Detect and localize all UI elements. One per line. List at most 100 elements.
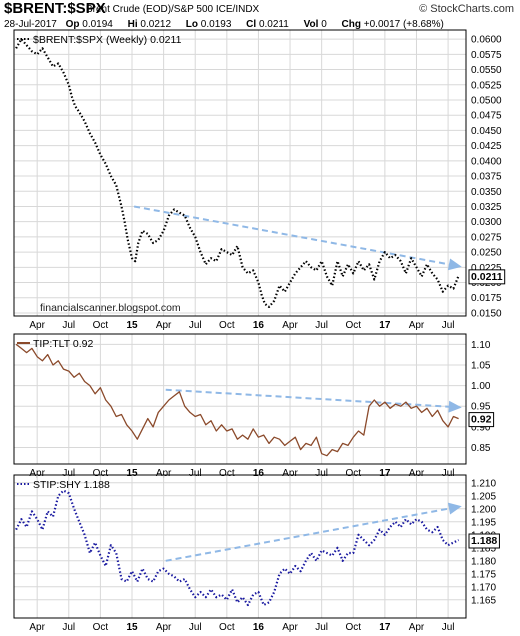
y-tick-label: 1.10: [471, 340, 491, 351]
x-tick-label: Oct: [345, 622, 361, 633]
last-value-box: [468, 412, 495, 428]
x-tick-label: Jul: [315, 468, 328, 479]
y-tick-label: 0.0525: [471, 80, 502, 91]
y-tick-label: 1.200: [471, 504, 496, 515]
x-tick-label: Apr: [156, 622, 172, 633]
y-tick-label: 1.210: [471, 478, 496, 489]
y-tick-label: 1.180: [471, 556, 496, 567]
x-tick-label: Oct: [219, 622, 235, 633]
quote-bar: 28-Jul-2017 Op 0.0194 Hi 0.0212 Lo 0.019…: [4, 19, 456, 30]
x-tick-label: 15: [126, 622, 138, 633]
x-tick-label: Jul: [62, 468, 75, 479]
quote-hi: Hi 0.0212: [127, 19, 172, 30]
y-tick-label: 0.0600: [471, 35, 502, 46]
x-tick-label: Jul: [62, 320, 75, 331]
panel-frame: [13, 333, 467, 465]
last-value-box: [468, 533, 500, 549]
last-value-label: 0.92: [471, 414, 492, 426]
x-tick-label: Oct: [219, 468, 235, 479]
y-tick-label: 0.0225: [471, 263, 502, 274]
y-tick-label: 1.205: [471, 491, 496, 502]
x-tick-label: Apr: [29, 320, 45, 331]
quote-op: Op 0.0194: [65, 19, 113, 30]
x-tick-label: Apr: [29, 622, 45, 633]
quote-cl: Cl 0.0211: [246, 19, 289, 30]
chart-symbol: $BRENT:$SPX: [4, 0, 106, 17]
legend-title: STIP:SHY 1.188: [33, 479, 110, 491]
y-tick-label: 1.00: [471, 381, 491, 392]
trend-arrow: [447, 258, 462, 271]
x-tick-label: Apr: [409, 622, 425, 633]
y-tick-label: 0.0275: [471, 232, 502, 243]
x-tick-label: Jul: [189, 320, 202, 331]
x-tick-label: Jul: [315, 622, 328, 633]
x-tick-label: 17: [379, 468, 391, 479]
legend-title: TIP:TLT 0.92: [33, 338, 93, 350]
trend-arrow: [447, 502, 462, 515]
y-tick-label: 0.0400: [471, 156, 502, 167]
y-tick-label: 0.0250: [471, 248, 502, 259]
x-tick-label: Apr: [156, 320, 172, 331]
y-tick-label: 0.95: [471, 402, 491, 413]
y-tick-label: 0.0300: [471, 217, 502, 228]
brand-logo: © StockCharts.com: [419, 3, 514, 15]
last-value-label: 0.0211: [471, 271, 503, 283]
x-tick-label: Apr: [282, 622, 298, 633]
panel-1: 0.0600 0.0575 0.0550 0.0525 0.0500 0.0475 0.04…: [13, 29, 506, 331]
quote-lo: Lo 0.0193: [185, 19, 232, 30]
x-tick-label: Apr: [282, 320, 298, 331]
y-tick-label: 1.195: [471, 517, 496, 528]
y-tick-label: 0.0150: [471, 308, 502, 319]
y-tick-label: 0.0575: [471, 50, 502, 61]
x-tick-label: Apr: [282, 468, 298, 479]
last-value-box: [468, 269, 506, 285]
y-tick-label: 0.85: [471, 443, 491, 454]
x-tick-label: Apr: [156, 468, 172, 479]
x-tick-label: 15: [126, 468, 138, 479]
panel-3: 1.2101.2051.2001.1951.1901.1851.1801.175…: [13, 474, 500, 633]
y-tick-label: 0.0350: [471, 187, 502, 198]
y-tick-label: 0.0425: [471, 141, 502, 152]
y-tick-label: 0.0450: [471, 126, 502, 137]
x-tick-label: 16: [253, 468, 265, 479]
trend-line: [165, 388, 452, 408]
x-tick-label: Oct: [219, 320, 235, 331]
y-tick-label: 1.170: [471, 582, 496, 593]
y-tick-label: 0.0550: [471, 65, 502, 76]
panel-frame: [13, 474, 467, 619]
series-line: [15, 489, 460, 607]
x-tick-label: Apr: [29, 468, 45, 479]
series-line: [15, 37, 460, 308]
trend-arrow: [448, 400, 462, 413]
x-tick-label: Jul: [189, 468, 202, 479]
x-tick-label: Jul: [315, 320, 328, 331]
watermark: financialscanner.blogspot.com: [40, 302, 181, 314]
x-tick-label: Jul: [442, 468, 455, 479]
quote-vol: Vol 0: [303, 19, 327, 30]
x-tick-label: Jul: [62, 622, 75, 633]
trend-line: [165, 507, 452, 562]
trend-line: [133, 205, 452, 266]
x-tick-label: Oct: [93, 468, 109, 479]
quote-date: 28-Jul-2017: [4, 19, 57, 30]
x-tick-label: 16: [253, 622, 265, 633]
y-tick-label: 0.0325: [471, 202, 502, 213]
x-tick-label: Apr: [409, 468, 425, 479]
x-tick-label: 17: [379, 622, 391, 633]
x-tick-label: Jul: [442, 320, 455, 331]
y-tick-label: 0.0375: [471, 172, 502, 183]
y-tick-label: 0.0500: [471, 95, 502, 106]
y-tick-label: 1.185: [471, 543, 496, 554]
x-tick-label: Oct: [93, 622, 109, 633]
x-tick-label: Oct: [345, 468, 361, 479]
x-tick-label: Oct: [345, 320, 361, 331]
y-tick-label: 1.165: [471, 595, 496, 606]
y-tick-label: 0.0475: [471, 111, 502, 122]
chart-description: Brent Crude (EOD)/S&P 500 ICE/INDX: [86, 4, 260, 15]
y-tick-label: 0.90: [471, 422, 491, 433]
x-tick-label: 16: [253, 320, 265, 331]
legend-title: $BRENT:$SPX (Weekly) 0.0211: [33, 34, 182, 46]
x-tick-label: Apr: [409, 320, 425, 331]
quote-chg: Chg +0.0017 (+8.68%): [341, 19, 444, 30]
